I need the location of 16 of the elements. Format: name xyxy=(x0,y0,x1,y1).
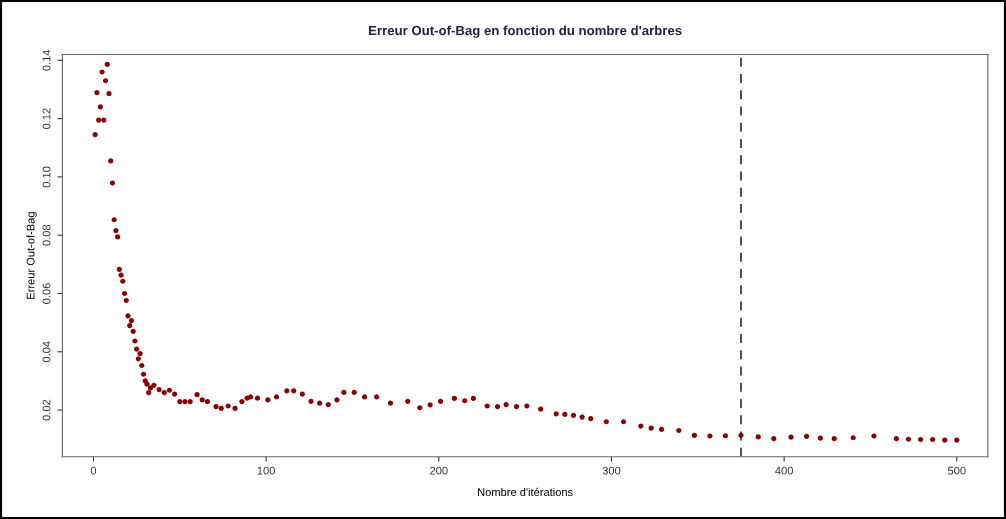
x-tick-label: 400 xyxy=(775,466,793,475)
x-axis-title: Nombre d'itérations xyxy=(478,487,573,497)
y-tick-label: 0.14 xyxy=(42,49,51,71)
chart-title: Erreur Out-of-Bag en fonction du nombre d'arbres xyxy=(369,25,682,38)
y-tick-label: 0.12 xyxy=(42,108,51,129)
y-tick-label: 0.02 xyxy=(42,399,51,421)
x-tick-label: 300 xyxy=(602,466,621,475)
x-tick-label: 500 xyxy=(947,466,966,475)
x-tick-label: 200 xyxy=(430,466,448,475)
y-axis-title: Erreur Out-of-Bag xyxy=(26,212,37,299)
y-tick-label: 0.04 xyxy=(42,341,51,363)
y-tick-label: 0.10 xyxy=(42,166,51,188)
y-tick-label: 0.08 xyxy=(42,224,51,246)
x-tick-label: 0 xyxy=(90,466,97,475)
x-tick-label: 100 xyxy=(257,466,275,475)
y-tick-label: 0.06 xyxy=(42,283,51,304)
